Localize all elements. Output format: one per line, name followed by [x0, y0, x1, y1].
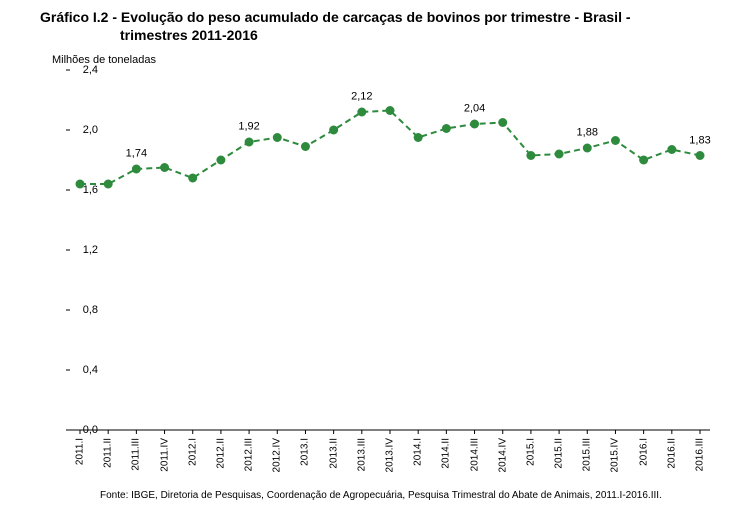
chart-title-line2: trimestres 2011-2016: [40, 27, 258, 43]
x-tick-label: 2014.I: [413, 438, 424, 466]
y-tick-label: 2,0: [68, 124, 98, 136]
x-tick-label: 2012.IV: [272, 438, 283, 472]
x-tick-label: 2016.III: [695, 438, 706, 471]
data-point-label: 1,83: [689, 134, 710, 146]
chart-title-line1: Gráfico I.2 - Evolução do peso acumulado…: [40, 9, 631, 25]
chart-title: Gráfico I.2 - Evolução do peso acumulado…: [40, 8, 708, 44]
y-tick-label: 2,4: [68, 64, 98, 76]
x-tick-label: 2013.I: [300, 438, 311, 466]
x-tick-label: 2013.IV: [385, 438, 396, 472]
data-point-label: 2,12: [351, 90, 372, 102]
y-tick-label: 0,4: [68, 364, 98, 376]
x-tick-label: 2012.II: [215, 438, 226, 469]
x-tick-label: 2015.II: [554, 438, 565, 469]
x-tick-label: 2014.II: [441, 438, 452, 469]
data-point-label: 1,92: [238, 120, 259, 132]
x-tick-label: 2015.I: [525, 438, 536, 466]
x-tick-label: 2016.I: [638, 438, 649, 466]
x-tick-label: 2016.II: [666, 438, 677, 469]
x-tick-label: 2011.I: [75, 438, 86, 465]
y-tick-label: 1,6: [68, 184, 98, 196]
x-tick-label: 2014.IV: [497, 438, 508, 472]
y-tick-label: 0,0: [68, 424, 98, 436]
chart-source: Fonte: IBGE, Diretoria de Pesquisas, Coo…: [100, 490, 662, 501]
x-tick-label: 2015.III: [582, 438, 593, 471]
x-tick-label: 2014.III: [469, 438, 480, 471]
x-tick-label: 2013.II: [328, 438, 339, 469]
line-chart: [70, 70, 710, 430]
x-tick-label: 2011.IV: [159, 438, 170, 472]
x-tick-label: 2015.IV: [610, 438, 621, 472]
x-tick-label: 2012.III: [244, 438, 255, 471]
x-tick-label: 2013.III: [356, 438, 367, 471]
chart-area: [70, 70, 710, 430]
y-tick-label: 1,2: [68, 244, 98, 256]
data-point-label: 1,74: [126, 147, 147, 159]
x-tick-label: 2011.II: [103, 438, 114, 468]
data-point-label: 2,04: [464, 102, 485, 114]
x-tick-label: 2011.III: [131, 438, 142, 471]
x-tick-label: 2012.I: [187, 438, 198, 466]
data-point-label: 1,88: [577, 126, 598, 138]
y-tick-label: 0,8: [68, 304, 98, 316]
